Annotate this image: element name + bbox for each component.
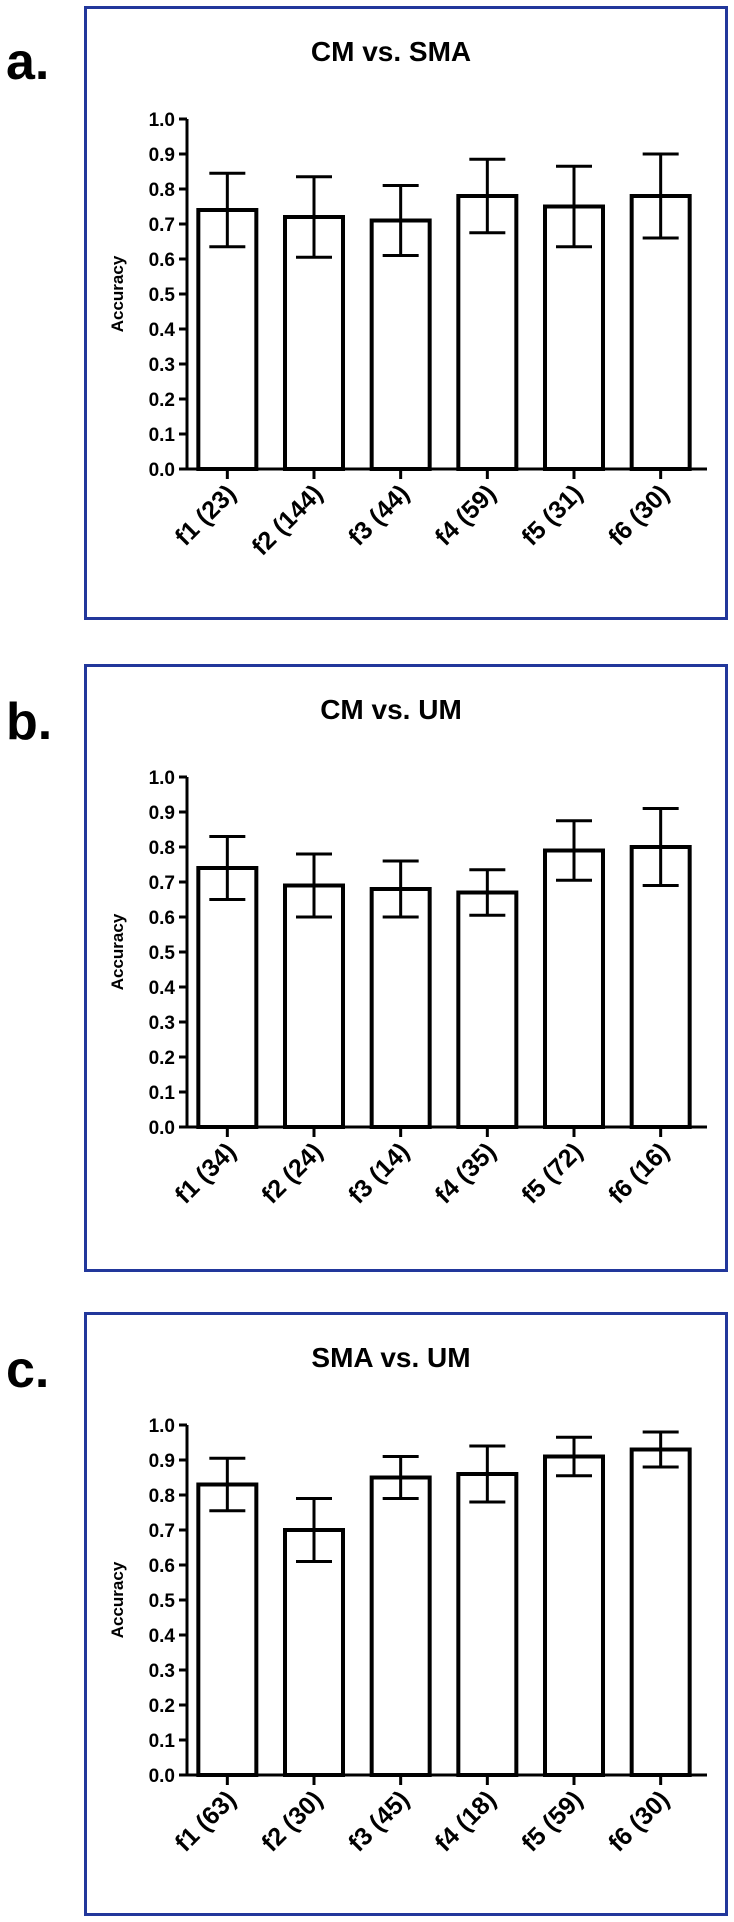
x-tick-label: f3 (44) bbox=[343, 479, 415, 551]
y-tick-label: 0.9 bbox=[149, 145, 175, 166]
y-tick-label: 0.2 bbox=[149, 1048, 175, 1069]
y-tick-label: 0.0 bbox=[149, 1118, 175, 1139]
y-axis-label: Accuracy bbox=[108, 1561, 127, 1638]
y-tick-label: 0.2 bbox=[149, 390, 175, 411]
y-tick-label: 0.4 bbox=[149, 1626, 176, 1647]
panel-letter-c: c. bbox=[6, 1341, 50, 1399]
y-tick-label: 0.8 bbox=[149, 180, 175, 201]
x-tick-label: f2 (30) bbox=[256, 1785, 328, 1857]
y-tick-label: 0.3 bbox=[149, 355, 175, 376]
bar bbox=[629, 845, 692, 1129]
x-tick-label: f6 (16) bbox=[603, 1137, 675, 1209]
bar bbox=[369, 218, 432, 471]
y-tick-label: 0.0 bbox=[149, 1766, 175, 1787]
y-tick-label: 0.3 bbox=[149, 1661, 175, 1682]
bar bbox=[543, 1454, 605, 1777]
bar bbox=[369, 1475, 432, 1777]
bar bbox=[456, 890, 519, 1129]
x-tick-label: f5 (59) bbox=[516, 1785, 588, 1857]
bar bbox=[283, 1528, 345, 1777]
y-tick-label: 0.7 bbox=[149, 1521, 175, 1542]
chart-panel-a: CM vs. SMA Accuracy 0.0 0.1 0.2 0.3 0.4 0.5 0.6 0… bbox=[84, 6, 728, 620]
x-tick-label: f5 (72) bbox=[516, 1137, 588, 1209]
y-tick-label: 0.5 bbox=[149, 943, 176, 964]
y-tick-label: 0.7 bbox=[149, 873, 175, 894]
y-tick-label: 0.9 bbox=[149, 803, 175, 824]
x-tick-label: f2 (24) bbox=[256, 1137, 328, 1209]
bar bbox=[196, 1482, 259, 1777]
y-tick-label: 0.2 bbox=[149, 1696, 175, 1717]
y-tick-label: 0.7 bbox=[149, 215, 175, 236]
y-tick-label: 0.6 bbox=[149, 250, 175, 271]
y-tick-label: 0.1 bbox=[149, 425, 176, 446]
x-tick-label: f4 (35) bbox=[430, 1137, 502, 1209]
y-tick-label: 0.8 bbox=[149, 838, 175, 859]
y-tick-label: 0.5 bbox=[149, 1591, 176, 1612]
x-tick-label: f1 (63) bbox=[170, 1785, 242, 1857]
bar bbox=[196, 866, 259, 1129]
x-tick-label: f6 (30) bbox=[603, 1785, 675, 1857]
y-axis-label: Accuracy bbox=[108, 913, 127, 990]
y-tick-label: 0.3 bbox=[149, 1013, 175, 1034]
y-tick-label: 0.4 bbox=[149, 978, 176, 999]
chart-title: CM vs. SMA bbox=[311, 36, 471, 67]
y-tick-label: 0.6 bbox=[149, 1556, 175, 1577]
bar bbox=[196, 208, 259, 471]
x-tick-label: f5 (31) bbox=[516, 479, 588, 551]
y-axis-label: Accuracy bbox=[108, 255, 127, 332]
x-tick-label: f3 (14) bbox=[343, 1137, 415, 1209]
y-tick-label: 1.0 bbox=[149, 110, 175, 131]
y-tick-label: 1.0 bbox=[149, 1416, 175, 1437]
y-tick-label: 1.0 bbox=[149, 768, 175, 789]
chart-svg-b: CM vs. UM Accuracy 0.0 0.1 0.2 0.3 0.4 0.5 0.6 0.… bbox=[108, 694, 707, 1209]
chart-svg-a: CM vs. SMA Accuracy 0.0 0.1 0.2 0.3 0.4 0.5 0.6 0… bbox=[108, 36, 707, 561]
y-tick-label: 0.6 bbox=[149, 908, 175, 929]
bar bbox=[543, 848, 605, 1129]
y-tick-label: 0.1 bbox=[149, 1731, 176, 1752]
x-tick-label: f1 (23) bbox=[170, 479, 242, 551]
y-tick-label: 0.4 bbox=[149, 320, 176, 341]
bar bbox=[456, 1472, 519, 1777]
y-tick-label: 0.9 bbox=[149, 1451, 175, 1472]
panel-letter-b: b. bbox=[6, 693, 53, 751]
x-tick-label: f1 (34) bbox=[170, 1137, 242, 1209]
chart-panel-c: SMA vs. UM Accuracy 0.0 0.1 0.2 0.3 0.4 0.5 0.6 0… bbox=[84, 1312, 728, 1916]
x-tick-label: f4 (59) bbox=[430, 479, 502, 551]
x-tick-label: f6 (30) bbox=[603, 479, 675, 551]
y-tick-label: 0.5 bbox=[149, 285, 176, 306]
bar bbox=[456, 194, 519, 471]
x-tick-label: f2 (144) bbox=[247, 479, 329, 561]
chart-panel-b: CM vs. UM Accuracy 0.0 0.1 0.2 0.3 0.4 0.5 0.6 0.… bbox=[84, 664, 728, 1272]
bar bbox=[283, 883, 345, 1129]
panel-letter-a: a. bbox=[6, 33, 50, 91]
x-tick-label: f3 (45) bbox=[343, 1785, 415, 1857]
chart-svg-c: SMA vs. UM Accuracy 0.0 0.1 0.2 0.3 0.4 0.5 0.6 0… bbox=[108, 1342, 707, 1857]
chart-title: SMA vs. UM bbox=[311, 1342, 470, 1373]
chart-title: CM vs. UM bbox=[320, 694, 462, 725]
y-tick-label: 0.0 bbox=[149, 460, 175, 481]
y-tick-label: 0.8 bbox=[149, 1486, 175, 1507]
bar bbox=[369, 887, 432, 1129]
y-tick-label: 0.1 bbox=[149, 1083, 176, 1104]
bar bbox=[629, 1447, 692, 1777]
x-tick-label: f4 (18) bbox=[430, 1785, 502, 1857]
